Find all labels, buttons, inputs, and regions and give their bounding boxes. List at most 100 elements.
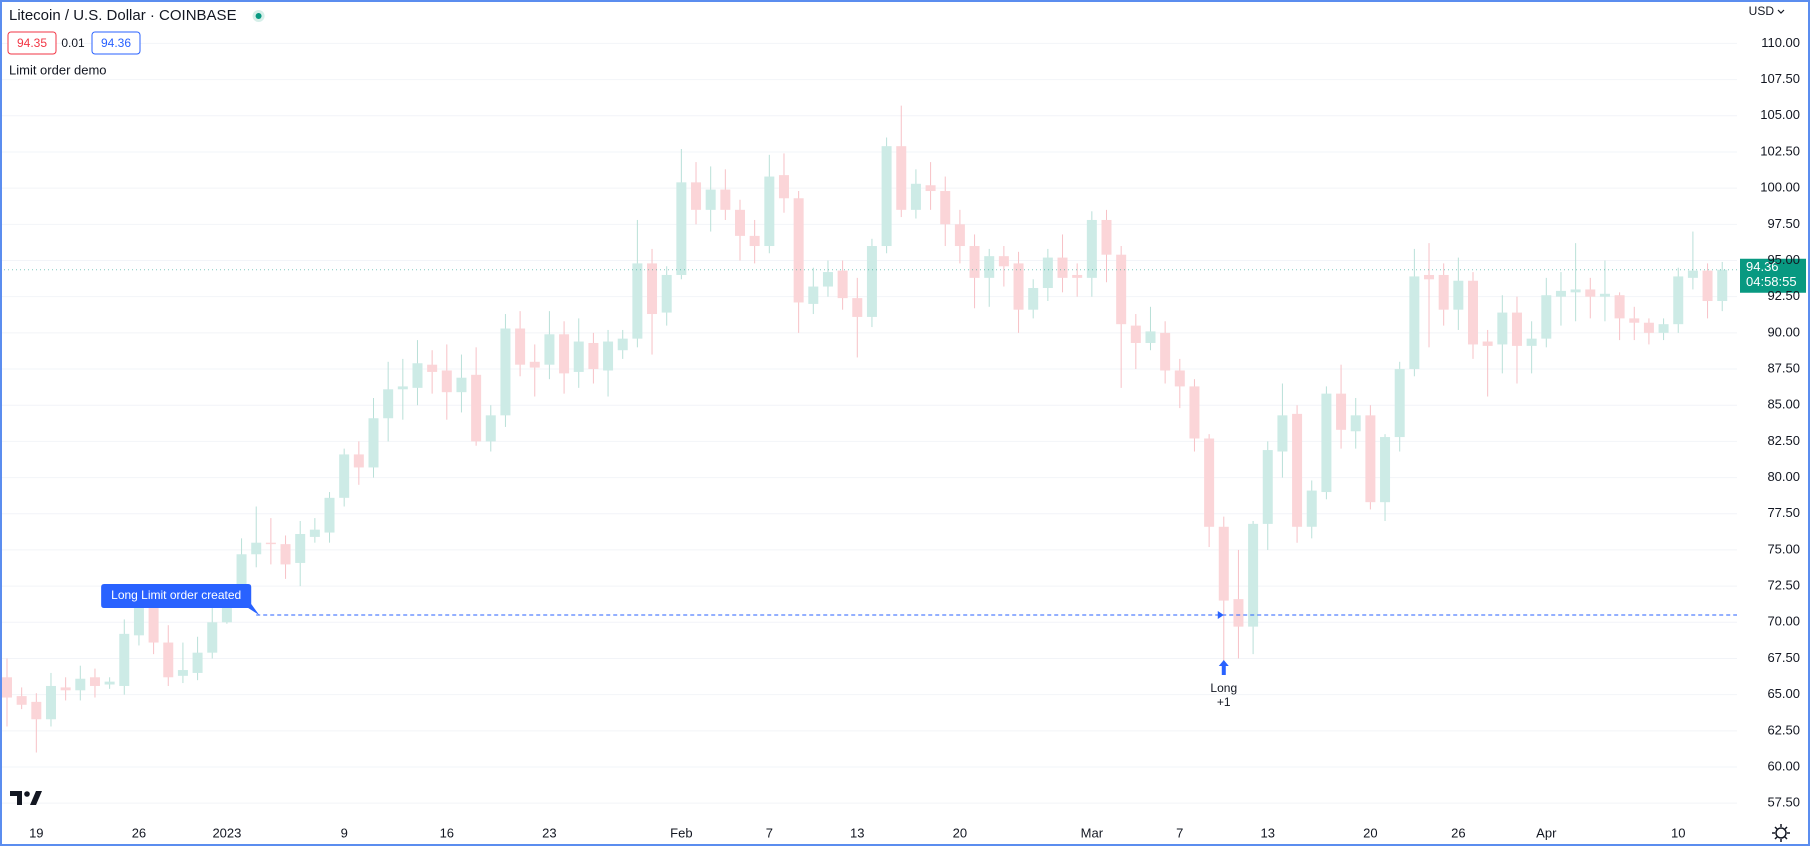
candle-body [1262,450,1273,524]
order-label: Long Limit order created [111,588,241,602]
y-tick-label: 100.00 [1760,180,1800,195]
candle-body [573,341,584,372]
x-tick-label: 26 [1451,825,1465,840]
candle-body [720,189,731,210]
candle-body [1614,295,1625,319]
x-tick-label: 9 [341,825,348,840]
currency-caret[interactable] [1777,9,1785,14]
candle-body [852,298,863,317]
candle-body [1042,257,1053,288]
candle-body [793,198,804,303]
candle-body [368,418,379,468]
candle-body [1409,276,1420,370]
last-price: 94.36 [1746,259,1779,274]
x-tick-label: 10 [1671,825,1685,840]
candle-body [280,544,291,565]
candle-body [1160,332,1171,371]
x-tick-label: 20 [953,825,967,840]
last-price-box [1740,258,1806,293]
candle-body [647,263,658,315]
currency[interactable]: USD [1749,4,1775,18]
x-tick-label: 23 [542,825,556,840]
x-tick-label: 7 [766,825,773,840]
candle-body [1687,270,1698,278]
candle-body [881,146,892,247]
y-tick-label: 90.00 [1767,324,1800,339]
candle-body [1292,413,1303,527]
candle-body [588,342,599,370]
candle-body [1468,280,1478,345]
candle-body [383,389,394,419]
candle-body [177,670,188,676]
x-tick-label: 26 [132,825,146,840]
candle-body [1717,269,1728,302]
y-tick-label: 102.50 [1760,143,1800,158]
candle-body [1086,219,1097,278]
candle-body [749,235,760,247]
x-tick-label: 13 [850,825,864,840]
bid: 94.35 [17,36,47,50]
indicator-name: Limit order demo [9,62,107,77]
candle-body [1174,370,1185,387]
x-tick-label: 20 [1363,825,1377,840]
candle-body [1248,523,1259,627]
y-tick-label: 62.50 [1767,722,1800,737]
candle-body [1365,415,1376,503]
candle-body [500,328,511,416]
logo[interactable] [10,791,42,805]
y-tick-label: 85.00 [1767,397,1800,412]
candle-body [251,542,262,555]
candle-body [485,415,496,442]
plot-area [2,105,1728,753]
candle-body [1585,289,1596,297]
candle-body [1424,274,1435,280]
candle-body [1599,293,1610,297]
candle-body [89,677,100,686]
candle-body [969,246,980,278]
y-tick-label: 70.00 [1767,614,1800,629]
trade-qty: +1 [1217,695,1231,709]
candle-body [1072,274,1083,278]
candle-body [1306,490,1317,527]
candle-body [1702,270,1713,302]
candle-body [427,364,438,372]
candle-body [104,681,115,685]
settings-icon[interactable] [1772,824,1790,842]
candle-body [808,286,819,304]
trade-arrow [1218,660,1229,675]
y-tick-label: 60.00 [1767,758,1800,773]
candle-body [1028,287,1039,310]
candle-body [1482,341,1493,346]
candle-body [925,185,936,192]
candle-body [45,685,56,720]
candle-body [896,146,907,210]
candle-body [1497,312,1508,345]
y-tick-label: 105.00 [1760,107,1800,122]
candle-body [764,176,775,247]
y-tick-label: 107.50 [1760,71,1800,86]
y-tick-label: 75.00 [1767,541,1800,556]
candle-body [1658,324,1669,333]
candle-body [1321,393,1332,493]
candle-body [163,642,174,678]
candle-body [661,274,672,313]
x-tick-label: Feb [670,825,692,840]
candle-body [617,338,628,351]
candle-body [822,272,833,287]
x-tick-label: 19 [29,825,43,840]
y-tick-label: 95.00 [1767,252,1800,267]
candle-body [192,652,203,673]
trade-label: Long [1210,681,1237,695]
candle-body [397,386,408,390]
candle-body [1218,526,1229,601]
candle-body [295,534,306,563]
candle-body [1101,219,1112,255]
candle-body [559,334,570,374]
candle-body [60,687,71,691]
candle-body [778,175,789,199]
y-tick-label: 110.00 [1761,35,1800,50]
candle-body [1438,274,1449,310]
